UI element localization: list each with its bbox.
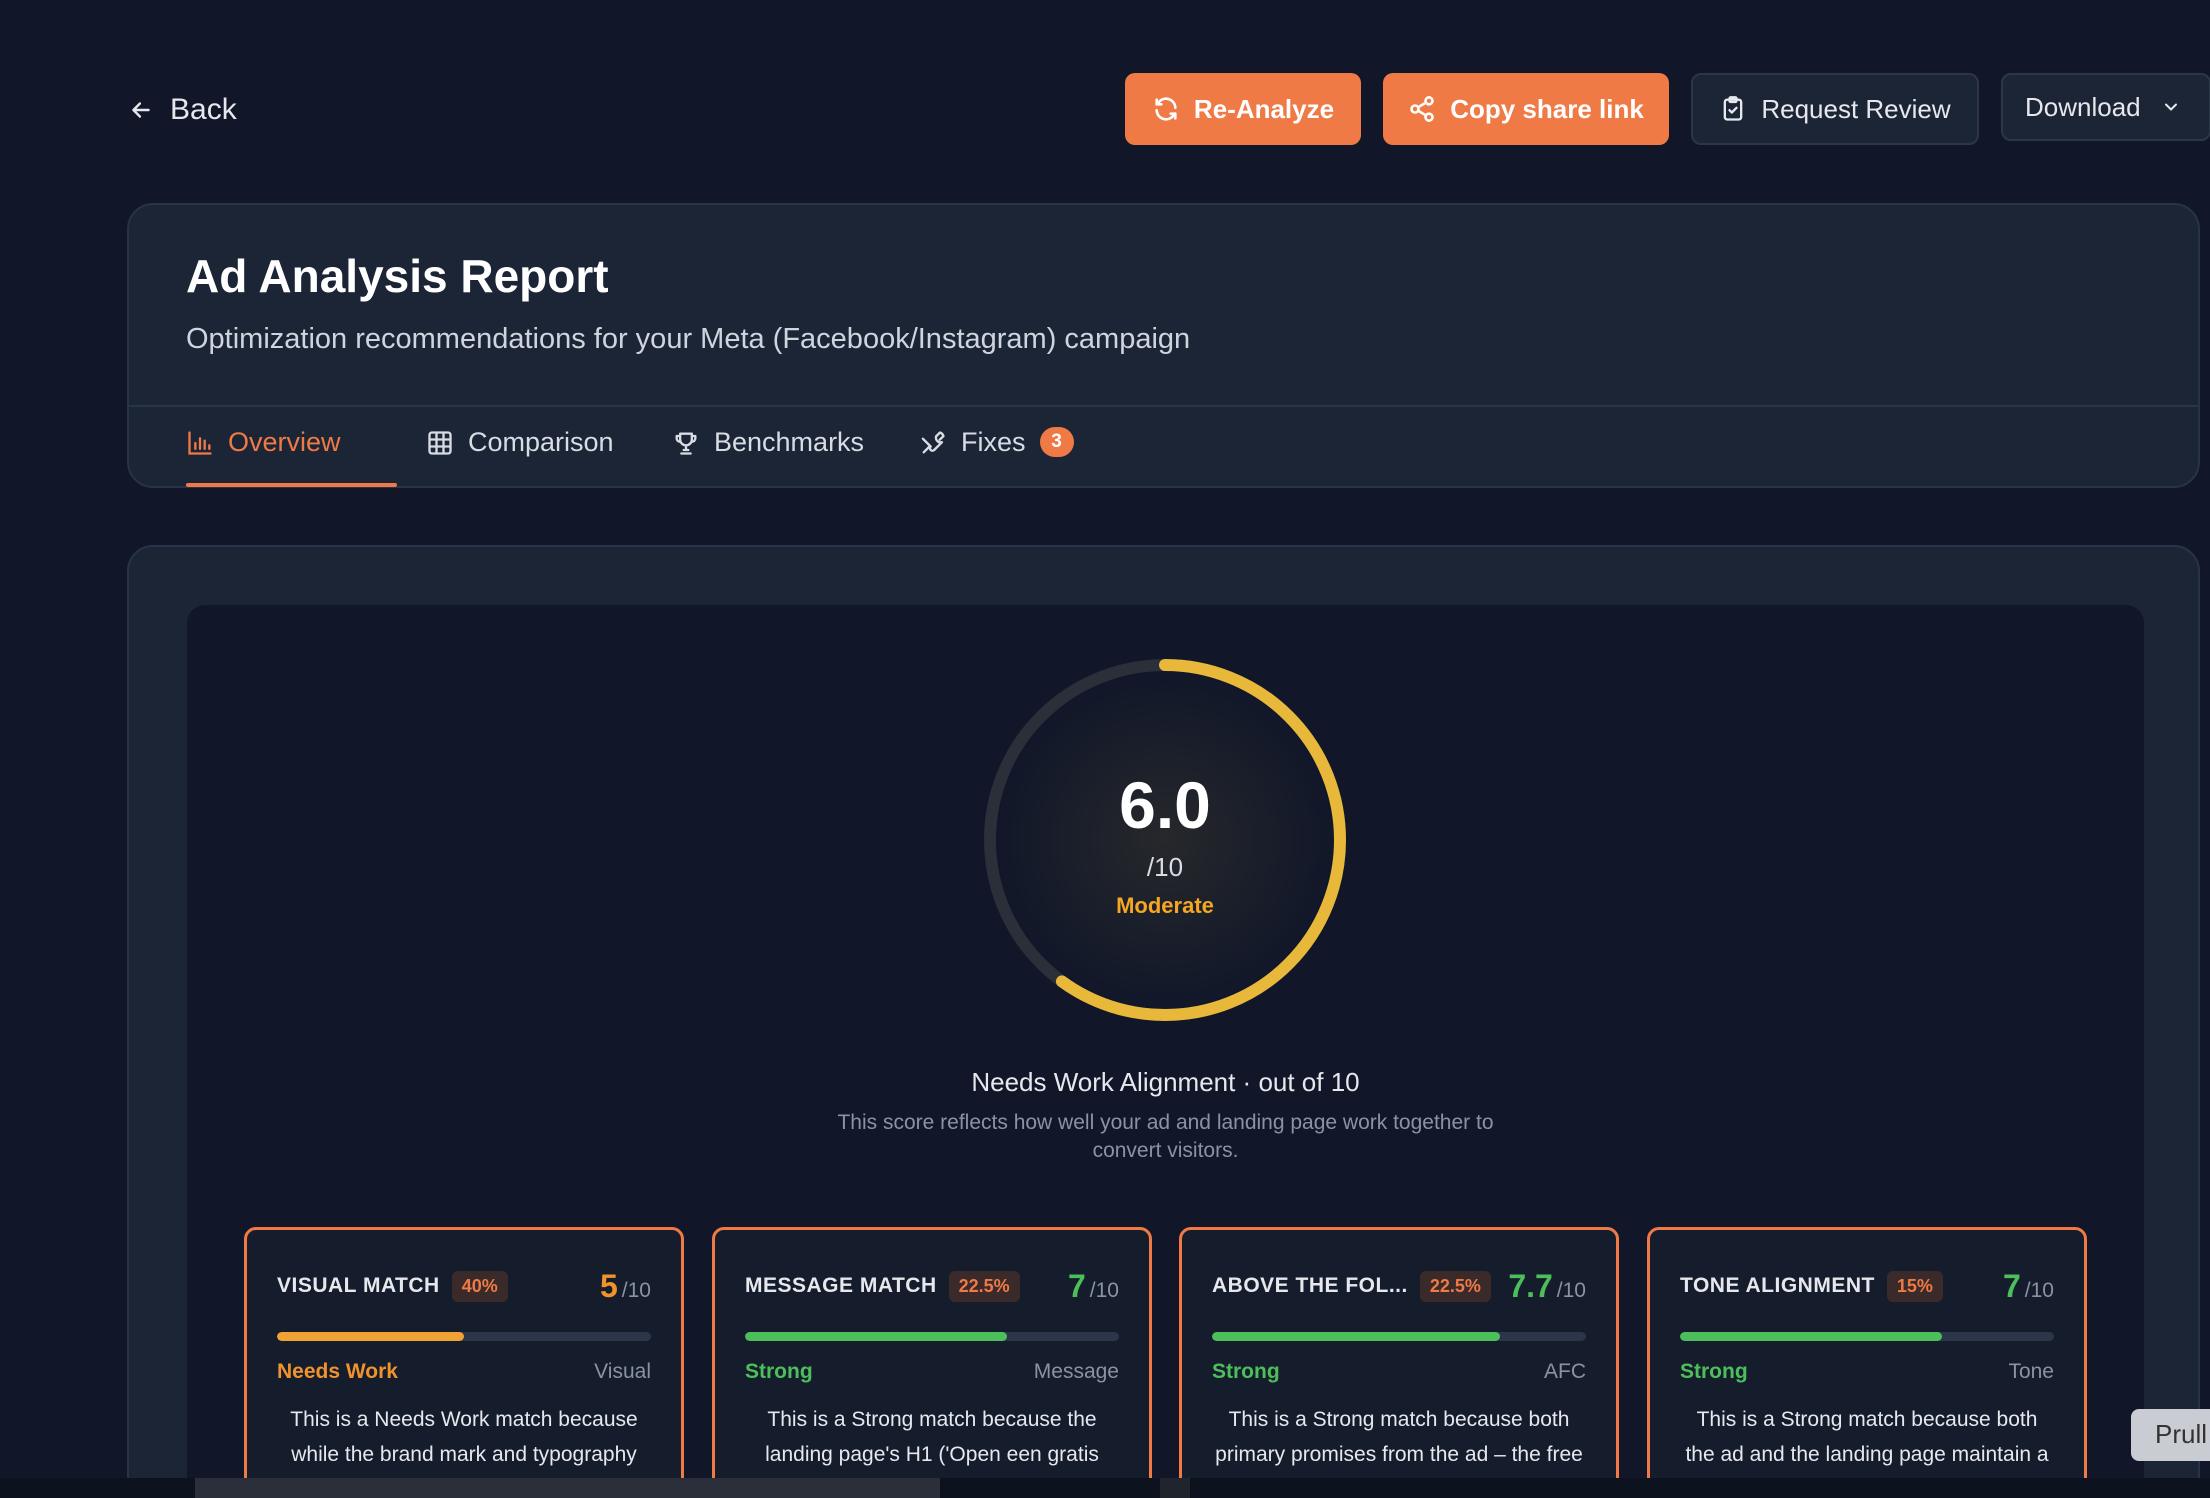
share-icon (1410, 96, 1434, 122)
metric-progress-bar (1680, 1332, 2054, 1341)
metric-score-max: /10 (1556, 1278, 1586, 1302)
metric-tag: Visual (594, 1360, 651, 1383)
fixes-count-badge: 3 (1039, 427, 1074, 457)
copy-share-link-button[interactable]: Copy share link (1383, 73, 1669, 145)
preview-thumbnail (1160, 1478, 1190, 1498)
reanalyze-button[interactable]: Re-Analyze (1125, 73, 1361, 145)
gauge-arc (984, 659, 1346, 1021)
share-label: Copy share link (1450, 93, 1644, 124)
metric-progress-bar (277, 1332, 651, 1341)
metric-progress-fill (1212, 1332, 1500, 1341)
metric-score: 7 (2003, 1267, 2021, 1304)
tabs-divider (129, 405, 2198, 407)
tab-benchmarks-label: Benchmarks (714, 427, 865, 457)
clipboard-check-icon (1724, 96, 1743, 121)
overall-score: 6.0 (1119, 767, 1211, 842)
bar-chart-icon (188, 431, 212, 455)
metric-status: Needs Work (277, 1360, 398, 1383)
metric-weight-badge: 22.5% (1419, 1270, 1491, 1302)
gauge-center: 6.0 /10 Moderate (980, 655, 1350, 1025)
page-subtitle: Optimization recommendations for your Me… (186, 323, 1191, 355)
metric-status: Strong (745, 1360, 813, 1383)
metric-score: 5 (600, 1267, 618, 1304)
metric-card-tone-alignment[interactable]: TONE ALIGNMENT 15% 7/10 Strong Tone This… (1647, 1227, 2087, 1498)
metric-status: Strong (1680, 1360, 1748, 1383)
metric-card-visual-match[interactable]: VISUAL MATCH 40% 5/10 Needs Work Visual … (244, 1227, 684, 1498)
tab-benchmarks[interactable]: Benchmarks (672, 427, 864, 487)
arrow-left-icon (132, 102, 150, 118)
metric-weight-badge: 22.5% (948, 1270, 1020, 1302)
metric-tag: Message (1033, 1360, 1119, 1383)
trophy-icon (675, 432, 697, 455)
metric-progress-fill (1680, 1332, 1942, 1341)
metric-score: 7.7 (1508, 1267, 1553, 1304)
metric-progress-fill (277, 1332, 464, 1341)
tab-fixes[interactable]: Fixes 3 (919, 427, 1074, 487)
download-dropdown[interactable]: Download (2001, 73, 2210, 141)
metric-status: Strong (1212, 1360, 1280, 1383)
metric-score-max: /10 (621, 1278, 651, 1302)
report-header: Ad Analysis Report Optimization recommen… (127, 203, 2200, 488)
chevron-down-icon (2164, 103, 2177, 111)
metric-progress-fill (745, 1332, 1007, 1341)
metric-name: ABOVE THE FOL... (1212, 1274, 1408, 1297)
score-gauge: 6.0 /10 Moderate (980, 655, 1350, 1025)
metric-name: MESSAGE MATCH (745, 1274, 937, 1297)
overview-panel: 6.0 /10 Moderate Needs Work Alignment · … (127, 545, 2200, 1498)
tab-fixes-label: Fixes (961, 427, 1026, 457)
back-button[interactable]: Back (128, 88, 237, 132)
metric-card-message-match[interactable]: MESSAGE MATCH 22.5% 7/10 Strong Message … (712, 1227, 1152, 1498)
download-label: Download (2025, 91, 2141, 122)
metric-score-max: /10 (1089, 1278, 1119, 1302)
metric-score: 7 (1068, 1267, 1086, 1304)
metric-score-max: /10 (2024, 1278, 2054, 1302)
tab-comparison-label: Comparison (468, 427, 614, 457)
request-review-label: Request Review (1761, 93, 1951, 124)
bottom-preview-strip (0, 1478, 2210, 1498)
request-review-button[interactable]: Request Review (1691, 73, 1979, 145)
overall-score-max: /10 (1146, 851, 1184, 882)
page-title: Ad Analysis Report (186, 250, 609, 302)
table-grid-icon (428, 431, 452, 455)
reanalyze-label: Re-Analyze (1193, 93, 1335, 124)
preview-thumbnail (195, 1478, 940, 1498)
metric-progress-bar (1212, 1332, 1586, 1341)
tab-overview[interactable]: Overview (186, 427, 397, 487)
metric-weight-badge: 40% (451, 1270, 508, 1302)
metric-card-above-the-fold[interactable]: ABOVE THE FOL... 22.5% 7.7/10 Strong AFC… (1179, 1227, 1619, 1498)
metric-name: VISUAL MATCH (277, 1274, 440, 1297)
score-section: 6.0 /10 Moderate Needs Work Alignment · … (187, 605, 2144, 1498)
alignment-title: Needs Work Alignment · out of 10 (971, 1067, 1360, 1097)
tab-comparison[interactable]: Comparison (426, 427, 614, 487)
metric-tag: AFC (1544, 1360, 1586, 1383)
tab-overview-label: Overview (228, 427, 341, 457)
overall-score-label: Moderate (1116, 892, 1214, 918)
back-label: Back (170, 93, 237, 126)
metric-progress-bar (745, 1332, 1119, 1341)
alignment-description: This score reflects how well your ad and… (837, 1111, 1494, 1162)
top-bar: Back Re-Analyze Copy share link Request … (0, 0, 2210, 200)
metric-tag: Tone (2008, 1360, 2054, 1383)
side-pull-tab[interactable]: Prull (2131, 1409, 2210, 1461)
refresh-icon (1155, 97, 1177, 121)
metric-name: TONE ALIGNMENT (1680, 1274, 1875, 1297)
wrench-icon (921, 431, 945, 454)
metric-weight-badge: 15% (1886, 1270, 1943, 1302)
